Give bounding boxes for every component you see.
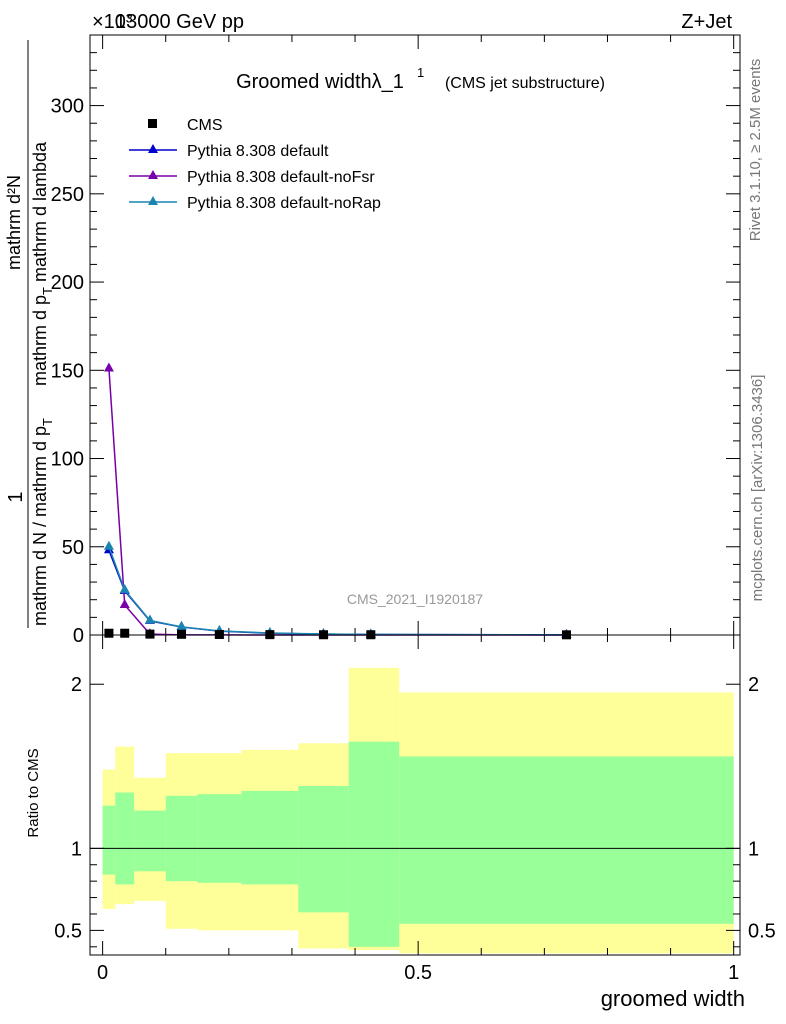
series-point-1: [119, 599, 130, 608]
ratio-inner-band: [165, 795, 198, 882]
main-ticks: 0 50 100 150 200 250 300: [51, 34, 740, 647]
ylabel-lower: mathrm d N / mathrm d pT: [30, 418, 55, 626]
legend-norap-label: Pythia 8.308 default-noRap: [187, 195, 381, 212]
process-label: Z+Jet: [681, 11, 732, 33]
x-axis-label: groomed width: [601, 986, 745, 1011]
ratio-y-tick-label-right: 0.5: [748, 920, 776, 942]
series-point-2: [144, 614, 155, 624]
ratio-y-tick-label-right: 2: [748, 674, 759, 696]
ratio-y-tick-label-left: 0.5: [54, 920, 82, 942]
ratio-inner-band: [115, 792, 135, 885]
ratio-ticks: 0.5 0.5 1 1 2 2 0 0.5 1: [54, 635, 776, 984]
main-panel: 0 50 100 150 200 250 300 Groomed widthλ_1 1 (C…: [51, 34, 741, 647]
ratio-inner-band: [241, 790, 299, 885]
main-y-tick-label: 300: [51, 96, 84, 118]
x-tick-label: 0: [97, 962, 108, 984]
legend: CMS Pythia 8.308 default Pythia 8.308 de…: [129, 117, 381, 212]
ratio-y-axis-label: Ratio to CMS: [25, 748, 42, 837]
x-tick-label: 1: [728, 962, 739, 984]
ylabel-one: 1: [5, 491, 27, 502]
series-point-1: [103, 362, 114, 372]
mcplots-label: mcplots.cern.ch [arXiv:1306.3436]: [749, 375, 766, 602]
ratio-y-tick-label-left: 1: [71, 838, 82, 860]
ylabel-upper: mathrm d²N: [4, 175, 24, 270]
cms-data-point: [145, 629, 155, 639]
legend-cms-marker: [148, 119, 157, 128]
ratio-inner-band: [298, 785, 349, 913]
ratio-inner-band: [102, 805, 116, 875]
main-y-tick-label: 50: [62, 537, 84, 559]
legend-norap-marker: [148, 196, 158, 205]
exponent-label: ×10³: [92, 11, 133, 33]
main-y-tick-label: 0: [73, 625, 84, 647]
legend-default-marker: [148, 144, 158, 153]
legend-nofsr-marker: [148, 170, 158, 179]
main-y-tick-label: 150: [51, 360, 84, 382]
ylabel-upper-b: mathrm d pT mathrm d lambda: [30, 141, 55, 386]
main-y-tick-label: 200: [51, 272, 84, 294]
series-point-2: [176, 620, 187, 630]
plot-subtitle: (CMS jet substructure): [445, 75, 605, 92]
cms-data-point: [214, 629, 224, 639]
analysis-watermark: CMS_2021_I1920187: [347, 591, 483, 607]
legend-default-label: Pythia 8.308 default: [187, 143, 329, 160]
ratio-y-tick-label-left: 2: [71, 674, 82, 696]
ratio-inner-band: [197, 794, 242, 883]
x-tick-label: 0.5: [404, 962, 432, 984]
plot-title-superscript: 1: [417, 65, 424, 80]
plot-title: Groomed widthλ_1: [236, 71, 404, 93]
rivet-version-label: Rivet 3.1.10, ≥ 2.5M events: [747, 59, 764, 242]
ratio-panel: 0.5 0.5 1 1 2 2 0 0.5 1 Ratio to CMS: [25, 634, 776, 984]
series-point-2: [119, 584, 130, 593]
main-y-tick-label: 250: [51, 184, 84, 206]
ratio-y-tick-label-right: 1: [748, 838, 759, 860]
cms-data-point: [177, 629, 187, 639]
legend-cms-label: CMS: [187, 117, 223, 134]
ratio-inner-band: [348, 741, 400, 947]
legend-nofsr-label: Pythia 8.308 default-noFsr: [187, 169, 375, 186]
main-y-tick-label: 100: [51, 449, 84, 471]
energy-label: 13000 GeV pp: [115, 11, 244, 33]
ratio-inner-band: [134, 810, 166, 872]
series-point-2: [103, 540, 114, 550]
ratio-inner-band: [399, 756, 734, 924]
cms-data-point: [120, 628, 130, 638]
ratio-bands: [90, 667, 740, 954]
cms-data-point: [104, 628, 114, 638]
ratio-frame: [89, 634, 741, 956]
main-y-axis-label: 1 mathrm d N / mathrm d pT mathrm d²N ma…: [4, 40, 55, 628]
